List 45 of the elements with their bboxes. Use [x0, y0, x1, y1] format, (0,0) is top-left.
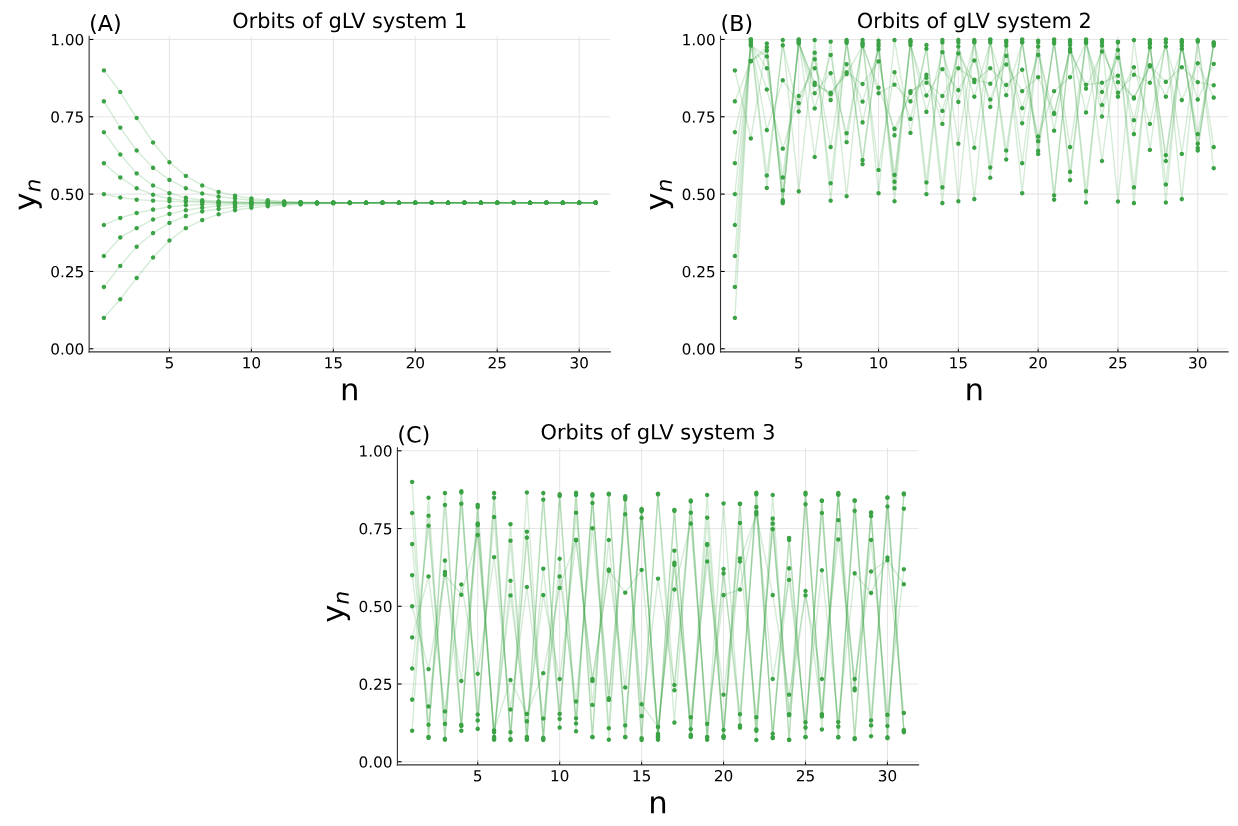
- x-tick-label: 5: [474, 770, 482, 782]
- x-tick-label: 5: [165, 357, 173, 369]
- x-tick-label: 30: [570, 357, 588, 369]
- y-tick-label: 0.50: [51, 188, 84, 201]
- chart-title: Orbits of gLV system 2: [858, 12, 1090, 33]
- x-tick-label: 15: [325, 357, 342, 369]
- x-tick-label: 25: [796, 770, 814, 782]
- chart-title: Orbits of gLV system 1: [233, 12, 466, 33]
- y-tick-label: 1.00: [360, 445, 392, 457]
- y-tick-label: 0.75: [359, 523, 392, 535]
- y-tick-label: 0.00: [682, 343, 715, 355]
- x-tick-label: 15: [950, 357, 967, 369]
- x-axis-title: n: [651, 796, 666, 814]
- text: (C): [399, 425, 429, 446]
- x-tick-label: 10: [870, 357, 888, 369]
- x-axis-title: n: [967, 383, 982, 401]
- x-tick-label: 20: [714, 770, 733, 782]
- x-tick-label: 30: [878, 770, 897, 782]
- y-axis-title: y$_{n}$: [18, 180, 42, 210]
- y-tick-label: 1.00: [51, 33, 84, 46]
- x-tick-label: 10: [243, 357, 261, 369]
- y-axis-title: y$_{n}$: [326, 592, 351, 622]
- x-tick-label: 20: [406, 357, 424, 369]
- x-tick-label: 25: [488, 357, 506, 369]
- y-tick-label: 0.75: [51, 111, 83, 123]
- y-tick-label: 0.25: [682, 265, 715, 278]
- y-tick-label: 0.00: [359, 756, 392, 768]
- y-tick-label: 1.00: [683, 33, 715, 46]
- x-tick-label: 20: [1029, 357, 1047, 369]
- y-tick-label: 0.50: [682, 188, 715, 201]
- x-tick-label: 10: [551, 770, 569, 782]
- x-tick-label: 25: [1109, 357, 1127, 369]
- chart-title: Orbits of gLV system 3: [541, 423, 774, 444]
- y-tick-label: 0.25: [51, 265, 83, 278]
- x-tick-label: 30: [1189, 357, 1207, 369]
- y-tick-label: 0.25: [359, 678, 392, 691]
- y-tick-label: 0.00: [51, 343, 84, 355]
- text: (A): [91, 14, 120, 35]
- x-axis-title: n: [342, 383, 357, 401]
- y-axis-title: y$_{n}$: [650, 180, 674, 210]
- x-tick-label: 15: [633, 770, 650, 782]
- text: (B): [722, 14, 752, 35]
- y-tick-label: 0.50: [359, 600, 392, 613]
- y-tick-label: 0.75: [682, 111, 715, 123]
- x-tick-label: 5: [795, 357, 803, 369]
